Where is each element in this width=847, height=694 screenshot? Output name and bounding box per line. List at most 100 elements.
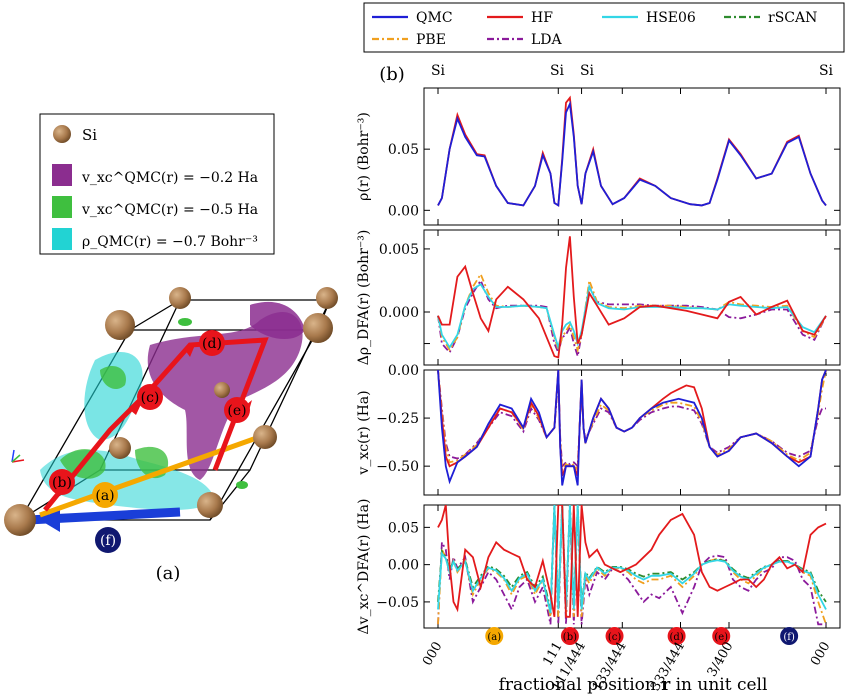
si-label: Si (580, 63, 595, 79)
series-line-hf (437, 505, 827, 618)
y-tick-label: 0.05 (388, 520, 419, 536)
legend-label: HF (531, 10, 553, 26)
legend-label: QMC (416, 10, 453, 26)
y-tick-label: 0.005 (379, 242, 419, 258)
svg-text:(c): (c) (141, 390, 160, 406)
legend-vxc-02-item: v_xc^QMC(r) = −0.2 Ha (52, 164, 258, 186)
panel-frame (423, 369, 841, 496)
y-tick-label: 0.05 (388, 142, 419, 158)
series-line-qmc (437, 100, 827, 207)
series-line-pbe (437, 370, 827, 473)
si-label: Si (819, 63, 834, 79)
si-atom-icon (53, 125, 71, 143)
top-si-labels: Si Si Si Si (431, 63, 834, 79)
svg-text:(b): (b) (563, 632, 577, 643)
legend-entry-qmc: QMC (372, 10, 453, 26)
series-line-pbe (437, 505, 827, 625)
svg-text:(d): (d) (202, 336, 222, 352)
legend-si-item: Si (53, 125, 97, 144)
chart-panel-1: 0.000 0.005 Δρ_DFA(r) (Bohr⁻³) (356, 229, 841, 366)
si-label: Si (431, 63, 446, 79)
path-marker-b: (b) (560, 627, 579, 645)
chart-legend: QMC HF HSE06 rSCAN PBE LDA (363, 2, 845, 53)
path-label-b: (b) (49, 469, 75, 495)
path-marker-d: (d) (667, 627, 686, 645)
legend-rho-label: ρ_QMC(r) = −0.7 Bohr⁻³ (82, 234, 258, 250)
series-line-pbe (437, 272, 827, 354)
legend-si-label: Si (82, 126, 97, 144)
green-isosurface-4 (178, 318, 192, 326)
legend-entry-pbe: PBE (372, 32, 446, 48)
series-line-hse06 (437, 505, 827, 614)
structure-path-labels: (a) (b) (c) (d) (e) (f) (49, 330, 250, 553)
series-line-qmc (437, 370, 827, 486)
legend-vxc-02-label: v_xc^QMC(r) = −0.2 Ha (81, 170, 258, 186)
path-label-d: (d) (199, 330, 225, 356)
chart-panels: 0.00 0.05 ρ(r) (Bohr⁻³) 0.000 0.005 Δρ_DFA(r)… (356, 87, 841, 635)
legend-label: LDA (531, 32, 563, 48)
axis-triad-icon (11, 449, 25, 463)
x-axis-label: fractional position r in unit cell (499, 675, 768, 694)
cyan-isosurface-left (84, 351, 143, 440)
y-axis-label: ρ(r) (Bohr⁻³) (356, 112, 372, 201)
path-label-e: (e) (224, 397, 250, 423)
si-atom (214, 382, 230, 398)
path-arrowhead-1 (185, 345, 195, 357)
legend-entry-rscan: rSCAN (724, 10, 817, 26)
si-atom (105, 310, 135, 340)
legend-entry-hf: HF (487, 10, 553, 26)
svg-text:(c): (c) (608, 632, 622, 643)
y-tick-label: 0.00 (388, 203, 419, 219)
svg-text:(f): (f) (783, 632, 795, 643)
si-atom (316, 287, 338, 309)
chart-panel-2: 0.00 −0.25 −0.50v_xc(r) (Ha) (356, 363, 841, 496)
si-label: Si (550, 63, 565, 79)
green-isosurface-5 (236, 481, 248, 489)
series-line-rscan (437, 505, 827, 610)
y-tick-label: −0.25 (376, 411, 419, 427)
path-marker-a: (a) (485, 627, 504, 645)
x-tick-label: 000 (808, 640, 833, 669)
legend-label: HSE06 (646, 10, 696, 26)
path-label-f: (f) (95, 527, 121, 553)
green-isosurface-3 (100, 365, 126, 390)
svg-text:(e): (e) (714, 632, 728, 643)
green-isosurface-swatch (52, 196, 72, 218)
legend-vxc-05-item: v_xc^QMC(r) = −0.5 Ha (52, 196, 258, 218)
path-marker-c: (c) (605, 627, 624, 645)
structure-legend: Si v_xc^QMC(r) = −0.2 Ha v_xc^QMC(r) = −… (39, 113, 275, 255)
svg-text:(a): (a) (95, 488, 114, 504)
svg-text:(d): (d) (670, 632, 684, 643)
y-tick-label: −0.50 (376, 459, 419, 475)
legend-vxc-05-label: v_xc^QMC(r) = −0.5 Ha (81, 202, 258, 218)
path-a-arrow (39, 432, 266, 518)
legend-entry-lda: LDA (487, 32, 563, 48)
series-line-hse06 (437, 283, 827, 351)
x-tick-label: 000 (420, 640, 445, 669)
legend-rho-item: ρ_QMC(r) = −0.7 Bohr⁻³ (52, 228, 258, 250)
svg-text:(f): (f) (100, 533, 116, 549)
series-line-lda (437, 370, 826, 469)
legend-label: PBE (416, 32, 446, 48)
panel-frame (423, 229, 841, 366)
y-tick-label: −0.05 (376, 595, 419, 611)
path-marker-f: (f) (780, 627, 799, 645)
series-line-lda (437, 278, 827, 357)
y-axis-label: v_xc(r) (Ha) (356, 390, 372, 475)
si-atoms (4, 287, 338, 536)
path-label-a: (a) (92, 482, 118, 508)
series-line-hf (437, 370, 827, 477)
panel-a-label: (a) (156, 563, 181, 584)
y-axis-label: Δv_xc^DFA(r) (Ha) (356, 499, 372, 635)
cyan-isosurface-swatch (52, 228, 72, 250)
si-atom (197, 492, 223, 518)
si-atom (4, 504, 36, 536)
si-atom (303, 313, 333, 343)
path-label-c: (c) (137, 384, 163, 410)
y-tick-label: 0.00 (388, 363, 419, 379)
chart-panel-0: 0.00 0.05 ρ(r) (Bohr⁻³) (356, 87, 841, 226)
panel-b-label: (b) (379, 64, 405, 85)
series-line-lda (437, 505, 826, 626)
